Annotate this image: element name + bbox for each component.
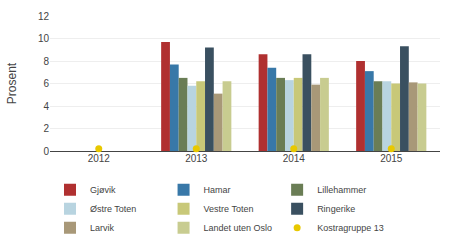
svg-text:Ringerike: Ringerike (317, 204, 355, 214)
svg-text:0: 0 (43, 146, 49, 157)
svg-text:Lillehammer: Lillehammer (317, 185, 366, 195)
svg-text:Hamar: Hamar (204, 185, 231, 195)
svg-text:2: 2 (43, 123, 49, 134)
svg-text:Vestre Toten: Vestre Toten (204, 204, 254, 214)
svg-text:Gjøvik: Gjøvik (90, 185, 116, 195)
svg-text:2013: 2013 (185, 153, 208, 164)
svg-text:Østre Toten: Østre Toten (90, 204, 136, 214)
svg-text:12: 12 (38, 11, 50, 22)
svg-text:2012: 2012 (88, 153, 111, 164)
svg-text:4: 4 (43, 101, 49, 112)
svg-text:2014: 2014 (283, 153, 306, 164)
svg-text:Larvik: Larvik (90, 223, 115, 233)
svg-text:2015: 2015 (380, 153, 403, 164)
svg-text:Prosent: Prosent (5, 62, 19, 104)
svg-text:6: 6 (43, 78, 49, 89)
svg-text:8: 8 (43, 56, 49, 67)
svg-text:Landet uten Oslo: Landet uten Oslo (204, 223, 273, 233)
svg-text:10: 10 (38, 33, 50, 44)
svg-text:Kostragruppe 13: Kostragruppe 13 (317, 223, 384, 233)
